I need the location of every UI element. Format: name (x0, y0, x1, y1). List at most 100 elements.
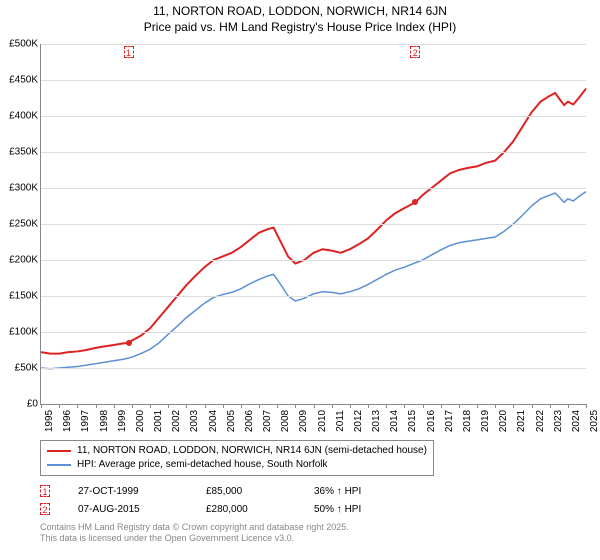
xtick-mark (550, 404, 551, 408)
sale-row: 2 07-AUG-2015 £280,000 50% ↑ HPI (40, 500, 404, 518)
xtick-label: 2005 (226, 410, 237, 432)
legend-box: 11, NORTON ROAD, LODDON, NORWICH, NR14 6… (40, 440, 434, 476)
xtick-label: 1995 (44, 410, 55, 432)
xtick-mark (168, 404, 169, 408)
xtick-label: 2022 (535, 410, 546, 432)
xtick-mark (368, 404, 369, 408)
xtick-mark (586, 404, 587, 408)
xtick-mark (386, 404, 387, 408)
xtick-mark (223, 404, 224, 408)
xtick-label: 2023 (553, 410, 564, 432)
sale-row-price: £280,000 (206, 504, 286, 515)
gridline-h (41, 116, 586, 117)
xtick-mark (241, 404, 242, 408)
xtick-mark (513, 404, 514, 408)
xtick-mark (404, 404, 405, 408)
xtick-label: 1998 (99, 410, 110, 432)
xtick-label: 2020 (498, 410, 509, 432)
sale-row: 1 27-OCT-1999 £85,000 36% ↑ HPI (40, 482, 404, 500)
xtick-label: 2000 (135, 410, 146, 432)
ytick-label: £150K (9, 291, 38, 302)
xtick-label: 2018 (462, 410, 473, 432)
xtick-label: 2015 (407, 410, 418, 432)
ytick-label: £100K (9, 327, 38, 338)
xtick-mark (259, 404, 260, 408)
xtick-mark (314, 404, 315, 408)
ytick-label: £0 (27, 399, 38, 410)
gridline-h (41, 260, 586, 261)
legend-swatch (47, 450, 71, 452)
xtick-mark (477, 404, 478, 408)
plot-area: £0£50K£100K£150K£200K£250K£300K£350K£400… (40, 44, 586, 405)
sale-marker-box: 2 (410, 46, 420, 58)
title-line-1: 11, NORTON ROAD, LODDON, NORWICH, NR14 6… (0, 4, 600, 20)
xtick-label: 2006 (244, 410, 255, 432)
gridline-h (41, 224, 586, 225)
ytick-label: £450K (9, 75, 38, 86)
xtick-label: 2014 (389, 410, 400, 432)
xtick-mark (332, 404, 333, 408)
xtick-label: 1996 (62, 410, 73, 432)
xtick-label: 2003 (189, 410, 200, 432)
xtick-mark (495, 404, 496, 408)
xtick-label: 2019 (480, 410, 491, 432)
xtick-label: 2012 (353, 410, 364, 432)
legend-row: HPI: Average price, semi-detached house,… (47, 458, 427, 472)
xtick-mark (350, 404, 351, 408)
ytick-label: £400K (9, 111, 38, 122)
xtick-mark (132, 404, 133, 408)
xtick-mark (532, 404, 533, 408)
gridline-h (41, 188, 586, 189)
xtick-mark (96, 404, 97, 408)
sale-marker-box: 1 (124, 46, 134, 58)
xtick-label: 2009 (298, 410, 309, 432)
xtick-mark (186, 404, 187, 408)
xtick-mark (423, 404, 424, 408)
legend-row: 11, NORTON ROAD, LODDON, NORWICH, NR14 6… (47, 444, 427, 458)
attribution-line-2: This data is licensed under the Open Gov… (40, 533, 349, 544)
xtick-mark (41, 404, 42, 408)
xtick-label: 2016 (426, 410, 437, 432)
ytick-label: £350K (9, 147, 38, 158)
xtick-mark (59, 404, 60, 408)
sale-row-pct: 36% ↑ HPI (314, 486, 404, 497)
attribution-text: Contains HM Land Registry data © Crown c… (40, 522, 349, 545)
ytick-label: £50K (15, 363, 38, 374)
gridline-h (41, 152, 586, 153)
sale-row-pct: 50% ↑ HPI (314, 504, 404, 515)
gridline-h (41, 368, 586, 369)
xtick-label: 2011 (335, 410, 346, 432)
sale-row-marker: 2 (40, 503, 50, 515)
legend-label: 11, NORTON ROAD, LODDON, NORWICH, NR14 6… (77, 444, 427, 458)
xtick-label: 2001 (153, 410, 164, 432)
xtick-label: 1997 (80, 410, 91, 432)
xtick-label: 2013 (371, 410, 382, 432)
xtick-label: 2002 (171, 410, 182, 432)
legend-label: HPI: Average price, semi-detached house,… (77, 458, 328, 472)
sale-marker-dot (126, 340, 132, 346)
sale-row-date: 27-OCT-1999 (78, 486, 178, 497)
sale-marker-dot (412, 199, 418, 205)
xtick-mark (205, 404, 206, 408)
xtick-mark (277, 404, 278, 408)
xtick-mark (77, 404, 78, 408)
xtick-label: 1999 (117, 410, 128, 432)
xtick-label: 2021 (516, 410, 527, 432)
sale-row-date: 07-AUG-2015 (78, 504, 178, 515)
chart-title: 11, NORTON ROAD, LODDON, NORWICH, NR14 6… (0, 0, 600, 35)
ytick-label: £300K (9, 183, 38, 194)
sale-row-marker: 1 (40, 485, 50, 497)
gridline-h (41, 332, 586, 333)
sale-row-price: £85,000 (206, 486, 286, 497)
title-line-2: Price paid vs. HM Land Registry's House … (0, 20, 600, 36)
sales-table: 1 27-OCT-1999 £85,000 36% ↑ HPI 2 07-AUG-2015… (40, 482, 404, 518)
xtick-label: 2007 (262, 410, 273, 432)
ytick-label: £500K (9, 39, 38, 50)
gridline-h (41, 44, 586, 45)
ytick-label: £200K (9, 255, 38, 266)
xtick-mark (114, 404, 115, 408)
series-line (41, 192, 586, 369)
xtick-label: 2025 (589, 410, 600, 432)
xtick-mark (459, 404, 460, 408)
xtick-label: 2017 (444, 410, 455, 432)
